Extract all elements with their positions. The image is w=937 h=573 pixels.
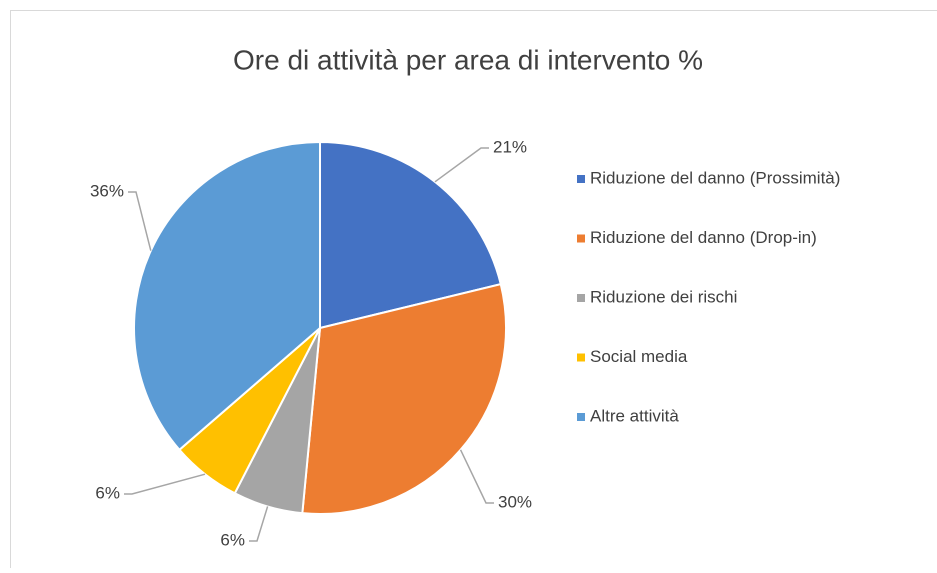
legend-swatch xyxy=(577,354,585,362)
legend-swatch xyxy=(577,413,585,421)
legend-label: Riduzione del danno (Prossimità) xyxy=(590,168,840,187)
chart-title: Ore di attività per area di intervento % xyxy=(233,44,703,75)
legend-swatch xyxy=(577,175,585,183)
data-label: 6% xyxy=(220,530,245,549)
legend-swatch xyxy=(577,294,585,302)
data-label: 6% xyxy=(95,483,120,502)
data-label: 21% xyxy=(493,137,527,156)
legend-label: Riduzione del danno (Drop-in) xyxy=(590,228,817,247)
legend-swatch xyxy=(577,235,585,243)
legend-label: Riduzione dei rischi xyxy=(590,287,737,306)
legend-label: Altre attività xyxy=(590,406,679,425)
data-label: 30% xyxy=(498,492,532,511)
legend-label: Social media xyxy=(590,347,688,366)
data-label: 36% xyxy=(90,181,124,200)
